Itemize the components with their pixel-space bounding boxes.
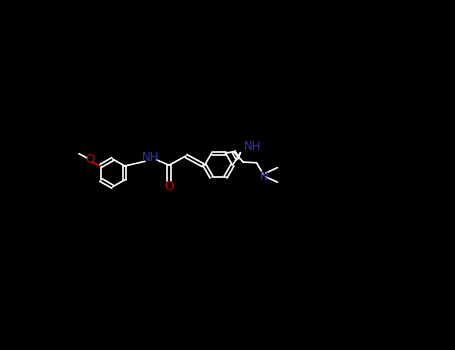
Text: NH: NH xyxy=(142,151,159,164)
Text: O: O xyxy=(85,153,94,166)
Text: N: N xyxy=(260,169,268,183)
Text: NH: NH xyxy=(244,140,262,153)
Text: O: O xyxy=(164,180,173,193)
